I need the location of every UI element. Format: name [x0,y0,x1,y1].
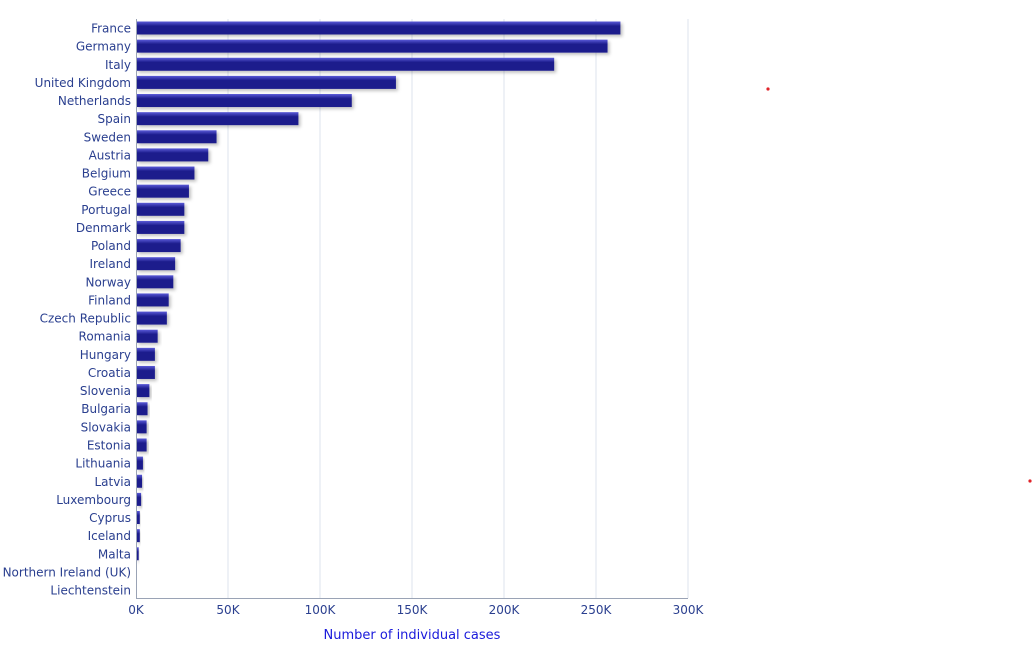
y-tick-label: Latvia [94,475,131,489]
y-tick-label: Hungary [80,348,131,362]
bar-belgium[interactable] [136,166,195,180]
bar-netherlands[interactable] [136,94,352,108]
bar-croatia[interactable] [136,365,155,379]
x-tick-label: 50K [216,603,240,617]
y-tick-label: Cyprus [89,511,131,525]
y-tick-label: Norway [85,275,131,289]
y-tick-label: Denmark [76,221,131,235]
x-tick-label: 0K [128,603,145,617]
y-tick-label: Czech Republic [40,312,131,326]
x-tick-label: 100K [305,603,337,617]
x-tick-label: 250K [581,603,613,617]
bar-poland[interactable] [136,239,181,253]
bar-ireland[interactable] [136,257,176,271]
x-axis-title: Number of individual cases [324,628,501,643]
bar-estonia[interactable] [136,438,147,452]
gridlines [227,19,689,598]
bar-hungary[interactable] [136,347,155,361]
bar-romania[interactable] [136,329,158,343]
y-tick-label: Finland [88,293,131,307]
y-tick-label: Estonia [87,438,131,452]
bar-sweden[interactable] [136,130,217,144]
x-tick-label: 200K [489,603,521,617]
y-tick-label: Ireland [89,257,131,271]
marker-dot [766,87,770,91]
bar-norway[interactable] [136,275,174,289]
y-tick-label: Portugal [81,203,131,217]
y-tick-label: Croatia [88,366,131,380]
y-tick-label: Lithuania [75,457,131,471]
y-tick-label: France [91,22,131,36]
bars [136,21,621,561]
marker-dot [1028,479,1032,483]
y-tick-label: United Kingdom [35,76,131,90]
y-tick-label: Luxembourg [56,493,131,507]
y-tick-label: Poland [91,239,131,253]
bar-slovenia[interactable] [136,384,150,398]
y-tick-label: Sweden [84,130,131,144]
axes [136,19,688,599]
bar-cyprus[interactable] [136,511,140,525]
bar-spain[interactable] [136,112,299,126]
y-tick-label: Greece [88,185,131,199]
bar-greece[interactable] [136,184,189,198]
y-tick-label: Iceland [88,529,131,543]
y-tick-label: Austria [89,148,131,162]
y-tick-label: Romania [79,330,131,344]
y-tick-label: Italy [105,58,131,72]
y-tick-label: Netherlands [58,94,131,108]
bar-latvia[interactable] [136,474,143,488]
x-tick-label: 150K [397,603,429,617]
y-tick-label: Spain [97,112,131,126]
y-tick-labels: France Germany Italy United Kingdom Netherla… [3,22,131,598]
bar-germany[interactable] [136,39,608,53]
y-tick-label: Slovakia [81,420,131,434]
x-tick-labels: 0K 50K 100K 150K 200K 250K 300K [128,603,704,617]
y-tick-label: Germany [76,40,131,54]
y-tick-label: Malta [98,547,131,561]
bar-united-kingdom[interactable] [136,75,396,89]
y-tick-label: Belgium [82,167,131,181]
y-tick-label: Liechtenstein [50,584,131,598]
bar-finland[interactable] [136,293,169,307]
y-tick-label: Bulgaria [81,402,131,416]
bar-lithuania[interactable] [136,456,143,470]
bar-slovakia[interactable] [136,420,147,434]
bar-france[interactable] [136,21,621,35]
bar-luxembourg[interactable] [136,492,142,506]
bar-malta[interactable] [136,547,139,561]
bar-portugal[interactable] [136,202,185,216]
bar-austria[interactable] [136,148,209,162]
y-tick-label: Northern Ireland (UK) [3,565,131,579]
bar-czech-republic[interactable] [136,311,167,325]
y-tick-label: Slovenia [80,384,131,398]
bar-denmark[interactable] [136,220,185,234]
bar-iceland[interactable] [136,529,140,543]
bar-bulgaria[interactable] [136,402,148,416]
x-tick-label: 300K [673,603,705,617]
bar-italy[interactable] [136,57,555,71]
